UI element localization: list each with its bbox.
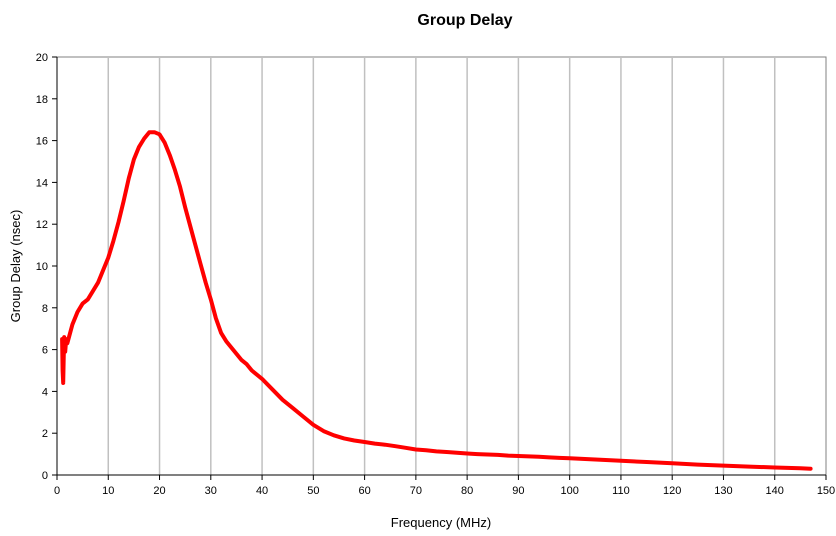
y-tick-label: 18 <box>36 94 48 106</box>
y-tick-label: 8 <box>42 303 48 315</box>
x-tick-label: 20 <box>153 485 165 497</box>
x-tick-label: 80 <box>461 485 473 497</box>
tick-labels: 0 10 20 30 40 50 60 70 80 90 100 110 120 130 140 150 0 2 4… <box>36 52 835 497</box>
y-tick-label: 16 <box>36 136 48 148</box>
x-tick-label: 0 <box>54 485 60 497</box>
x-tick-label: 120 <box>663 485 681 497</box>
x-tick-label: 150 <box>817 485 835 497</box>
x-tick-label: 130 <box>714 485 732 497</box>
x-tick-label: 100 <box>560 485 578 497</box>
x-tick-label: 10 <box>102 485 114 497</box>
y-tick-label: 20 <box>36 52 48 64</box>
plot-border <box>56 56 827 476</box>
x-tick-label: 60 <box>358 485 370 497</box>
y-tick-label: 0 <box>42 470 48 482</box>
series-line <box>60 130 813 471</box>
x-tick-label: 110 <box>612 485 630 497</box>
y-axis-label: Group Delay (nsec) <box>8 210 23 323</box>
x-tick-label: 140 <box>766 485 784 497</box>
chart-title: Group Delay <box>417 12 513 29</box>
x-axis-label: Frequency (MHz) <box>391 515 491 530</box>
y-tick-label: 6 <box>42 345 48 357</box>
y-tick-label: 2 <box>42 428 48 440</box>
x-tick-label: 40 <box>256 485 268 497</box>
series-layer <box>60 130 813 471</box>
axes <box>52 56 827 480</box>
x-tick-label: 30 <box>205 485 217 497</box>
y-tick-label: 14 <box>36 177 48 189</box>
y-tick-label: 4 <box>42 386 48 398</box>
x-tick-label: 70 <box>410 485 422 497</box>
grid-lines <box>107 57 776 475</box>
x-tick-label: 50 <box>307 485 319 497</box>
x-tick-label: 90 <box>512 485 524 497</box>
y-tick-label: 10 <box>36 261 48 273</box>
y-tick-label: 12 <box>36 219 48 231</box>
